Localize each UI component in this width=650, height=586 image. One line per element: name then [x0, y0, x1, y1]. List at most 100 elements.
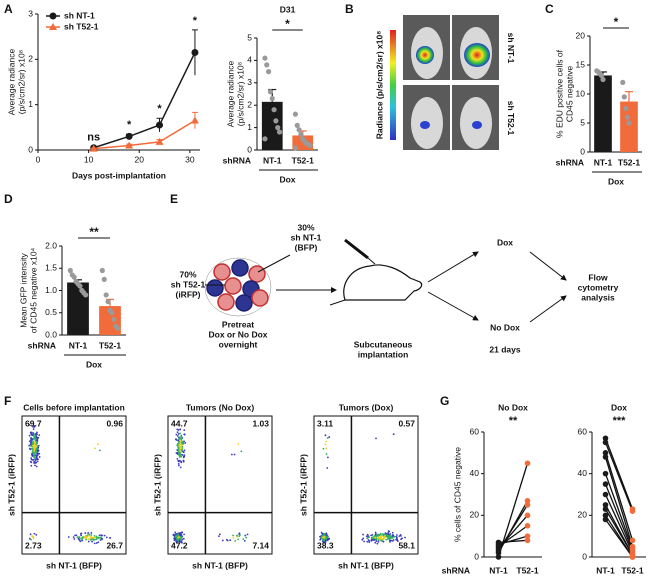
data-point: [602, 516, 609, 523]
event: [376, 534, 379, 537]
event: [242, 538, 245, 540]
event: [100, 534, 103, 537]
event-cloud: [172, 428, 249, 544]
event: [176, 431, 179, 434]
event: [363, 540, 365, 543]
data-point: [292, 111, 299, 117]
event: [325, 440, 328, 443]
legend-marker: [49, 12, 57, 20]
event: [180, 540, 183, 542]
event: [34, 459, 37, 462]
data-point: [524, 502, 531, 508]
signal: [420, 121, 430, 129]
event: [177, 462, 180, 465]
data-point: [77, 283, 83, 289]
y-tick-label: 3: [247, 77, 252, 87]
event: [77, 537, 80, 540]
event: [181, 531, 183, 534]
event: [35, 465, 38, 468]
event: [30, 464, 33, 467]
event: [175, 433, 178, 436]
event: [178, 437, 181, 440]
panel-label: G: [440, 394, 449, 408]
event: [101, 537, 104, 540]
analysis-label: Flow: [588, 272, 608, 282]
data-point: [621, 94, 627, 100]
event: [178, 452, 181, 454]
event: [221, 539, 224, 542]
event: [87, 540, 90, 543]
x-axis-label: shRNA: [28, 340, 56, 350]
data-point: [101, 276, 107, 282]
event: [325, 447, 328, 450]
plot-title: Cells before implantation: [23, 402, 125, 412]
data-point: [602, 491, 609, 498]
event: [386, 535, 389, 538]
event: [37, 449, 40, 452]
event: [97, 537, 99, 540]
event: [109, 536, 111, 539]
event: [35, 534, 38, 536]
event: [179, 448, 181, 451]
event: [180, 434, 183, 437]
event: [379, 535, 382, 537]
event: [32, 432, 35, 435]
x-axis-label: shRNA: [556, 157, 584, 167]
cell: [248, 265, 266, 283]
event: [236, 534, 238, 537]
signal: [416, 46, 434, 64]
colorbar-label: Radiance (p/s/cm2/sr) x10⁸: [374, 31, 384, 139]
event: [29, 443, 32, 446]
data-point: [99, 267, 105, 274]
marker: [190, 116, 199, 124]
event: [177, 439, 179, 442]
event: [370, 534, 373, 537]
y-tick-label: 0: [582, 551, 587, 561]
data-point: [264, 62, 270, 68]
event: [390, 539, 393, 542]
event: [383, 536, 386, 539]
pair-line: [604, 519, 634, 558]
event: [98, 449, 101, 452]
chart-title: Dox: [611, 402, 627, 412]
event: [178, 460, 180, 463]
data-point: [623, 105, 629, 112]
event: [181, 454, 184, 456]
needle: [367, 257, 376, 265]
implant-label: implantation: [358, 349, 409, 359]
event: [73, 538, 76, 540]
event: [395, 537, 398, 540]
quadrant-value: 0.96: [106, 418, 123, 428]
event: [183, 533, 185, 536]
event: [32, 536, 34, 538]
data-point: [602, 454, 609, 460]
mix-label: (BFP): [295, 242, 318, 252]
event: [32, 428, 35, 431]
event: [384, 533, 387, 536]
event: [34, 436, 37, 438]
event: [321, 532, 324, 535]
event: [36, 437, 39, 440]
data-point: [276, 129, 283, 135]
event: [28, 434, 31, 437]
event: [373, 534, 376, 537]
event: [105, 536, 108, 539]
colorbar: [390, 30, 396, 140]
x-axis-label: shRNA: [223, 155, 251, 165]
data-point: [275, 125, 281, 131]
event: [375, 437, 377, 440]
data-point: [262, 136, 268, 142]
event: [404, 536, 406, 539]
event: [33, 447, 36, 449]
event: [391, 531, 394, 534]
event: [366, 540, 369, 543]
event: [179, 444, 182, 446]
data-point: [115, 325, 121, 331]
x-tick-label: T52-1: [99, 340, 121, 350]
event: [178, 538, 181, 541]
data-point: [83, 292, 89, 298]
event: [379, 538, 382, 540]
data-point: [262, 55, 268, 61]
event: [173, 539, 176, 542]
